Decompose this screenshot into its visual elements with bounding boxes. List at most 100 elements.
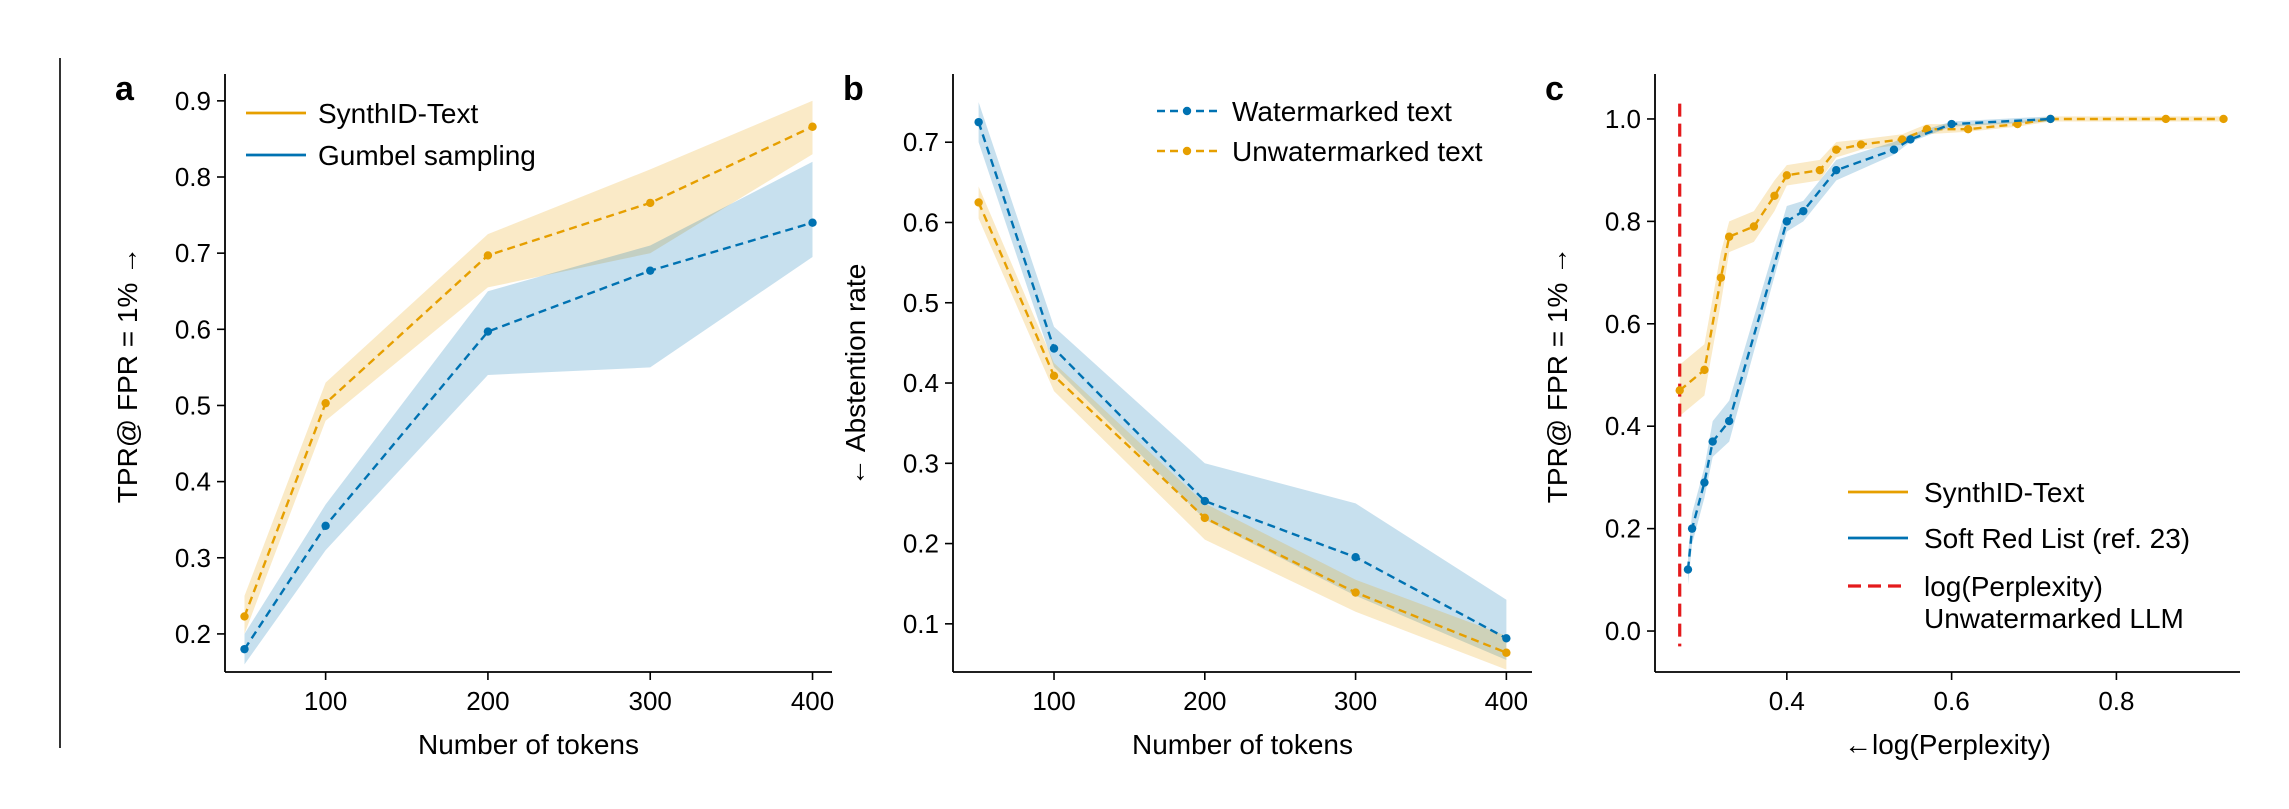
confidence-band xyxy=(1688,116,2051,585)
panel-letter: a xyxy=(115,70,135,108)
confidence-band xyxy=(1679,116,2224,417)
x-tick-label: 0.4 xyxy=(1769,686,1805,716)
data-point xyxy=(1832,165,1841,175)
series-line xyxy=(243,221,813,650)
data-point xyxy=(974,198,983,207)
data-point xyxy=(1049,344,1059,353)
y-tick-label: 0.2 xyxy=(1605,514,1641,544)
data-point xyxy=(1351,588,1360,597)
data-point xyxy=(1708,437,1717,446)
y-tick-label: 0.7 xyxy=(903,127,939,157)
data-point xyxy=(974,117,983,127)
confidence-band xyxy=(978,186,1507,670)
y-tick-label: 0.4 xyxy=(175,467,211,497)
data-point xyxy=(1782,171,1792,180)
panel-letter: b xyxy=(843,70,864,108)
y-tick-label: 0.8 xyxy=(175,162,211,192)
data-point xyxy=(1502,648,1511,657)
data-point xyxy=(1200,513,1210,523)
data-point xyxy=(1049,371,1059,381)
legend: SynthID-Text Gumbel sampling xyxy=(246,98,536,171)
data-point xyxy=(1724,416,1734,426)
legend-label-line: Unwatermarked LLM xyxy=(1924,603,2184,634)
y-tick-label: 0.0 xyxy=(1605,616,1641,646)
data-point xyxy=(646,266,655,275)
data-point xyxy=(1799,206,1808,216)
data-point xyxy=(1675,386,1684,395)
y-tick-label: 0.5 xyxy=(903,288,939,318)
legend-label: Unwatermarked text xyxy=(1232,136,1483,167)
data-point xyxy=(1502,634,1511,643)
confidence-band xyxy=(978,102,1507,661)
y-axis-label: ← Abstention rate xyxy=(840,264,871,487)
data-point xyxy=(321,521,330,530)
x-tick-label: 0.6 xyxy=(1934,686,1970,716)
y-tick-label: 0.3 xyxy=(903,448,939,478)
data-point xyxy=(1770,191,1779,200)
data-point xyxy=(240,612,249,621)
data-point xyxy=(646,198,655,208)
data-point xyxy=(1947,119,1956,129)
y-tick-label: 0.4 xyxy=(1605,411,1641,441)
data-point xyxy=(1200,496,1210,506)
y-tick-label: 0.8 xyxy=(1605,206,1641,236)
data-point xyxy=(1716,273,1726,282)
y-tick-label: 0.3 xyxy=(175,543,211,573)
data-point xyxy=(321,398,330,408)
data-point xyxy=(1687,524,1697,533)
legend-label: SynthID-Text xyxy=(1924,477,2084,508)
x-tick-label: 400 xyxy=(1485,686,1528,716)
legend-label: Watermarked text xyxy=(1232,96,1452,127)
x-tick-label: 200 xyxy=(466,686,509,716)
data-point xyxy=(1724,232,1734,241)
data-point xyxy=(1906,135,1915,144)
legend-marker xyxy=(1182,146,1192,156)
data-point xyxy=(1832,145,1841,154)
legend-label: log(Perplexity) Unwatermarked LLM xyxy=(1924,571,2184,634)
x-tick-label: 100 xyxy=(304,686,347,716)
data-point xyxy=(808,218,817,227)
y-tick-label: 0.4 xyxy=(903,368,939,398)
series-line xyxy=(1678,117,2224,392)
data-point xyxy=(2161,114,2171,124)
data-point xyxy=(1700,365,1709,375)
data-point xyxy=(483,251,493,260)
panel-b: 100 200 300 400 0.1 0.2 0.3 0.4 0.5 0.6 0.7 Number … xyxy=(840,70,1532,760)
y-tick-label: 0.5 xyxy=(175,390,211,420)
legend: SynthID-Text Soft Red List (ref. 23) log(P… xyxy=(1848,477,2190,634)
data-point xyxy=(1700,478,1709,487)
y-tick-label: 0.6 xyxy=(175,314,211,344)
data-point xyxy=(808,122,817,131)
panel-a: 100 200 300 400 0.2 0.3 0.4 0.5 0.6 0.7 0.8 0.9 Numb… xyxy=(112,70,834,760)
y-tick-label: 0.1 xyxy=(903,609,939,639)
y-tick-label: 0.7 xyxy=(175,238,211,268)
data-point xyxy=(1897,135,1907,144)
confidence-band xyxy=(244,100,813,634)
y-tick-label: 1.0 xyxy=(1605,104,1641,134)
x-axis-label: ←log(Perplexity) xyxy=(1844,729,2051,760)
x-tick-label: 300 xyxy=(1334,686,1377,716)
x-tick-label: 0.8 xyxy=(2098,686,2134,716)
data-point xyxy=(1749,222,1759,231)
confidence-band xyxy=(244,161,813,665)
legend: Watermarked text Unwatermarked text xyxy=(1157,96,1483,167)
x-tick-label: 100 xyxy=(1032,686,1075,716)
x-tick-label: 300 xyxy=(629,686,672,716)
y-tick-label: 0.2 xyxy=(903,529,939,559)
data-point xyxy=(1782,217,1792,226)
data-point xyxy=(483,327,493,336)
panel-c: 0.4 0.6 0.8 0.0 0.2 0.4 0.6 0.8 1.0 ←log(Perplexi… xyxy=(1542,70,2240,760)
series-line xyxy=(1686,117,2051,570)
data-point xyxy=(2219,114,2228,124)
legend-label: Soft Red List (ref. 23) xyxy=(1924,523,2190,554)
data-point xyxy=(1963,125,1973,134)
data-point xyxy=(1351,553,1360,562)
data-point xyxy=(2046,114,2055,124)
x-axis-label: Number of tokens xyxy=(1132,729,1353,760)
data-point xyxy=(1815,165,1824,175)
y-axis-label: TPR@ FPR = 1% → xyxy=(112,247,143,503)
y-axis-label: TPR@ FPR = 1% → xyxy=(1542,247,1573,503)
x-tick-label: 400 xyxy=(791,686,834,716)
